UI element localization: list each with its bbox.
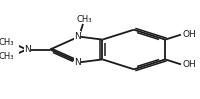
Text: CH₃: CH₃	[76, 15, 92, 24]
Text: N: N	[74, 32, 81, 41]
Text: N: N	[74, 58, 81, 67]
Text: OH: OH	[182, 60, 196, 69]
Text: OH: OH	[182, 30, 196, 39]
Text: CH₃: CH₃	[0, 38, 14, 47]
Text: N: N	[24, 45, 31, 54]
Text: CH₃: CH₃	[0, 52, 14, 61]
